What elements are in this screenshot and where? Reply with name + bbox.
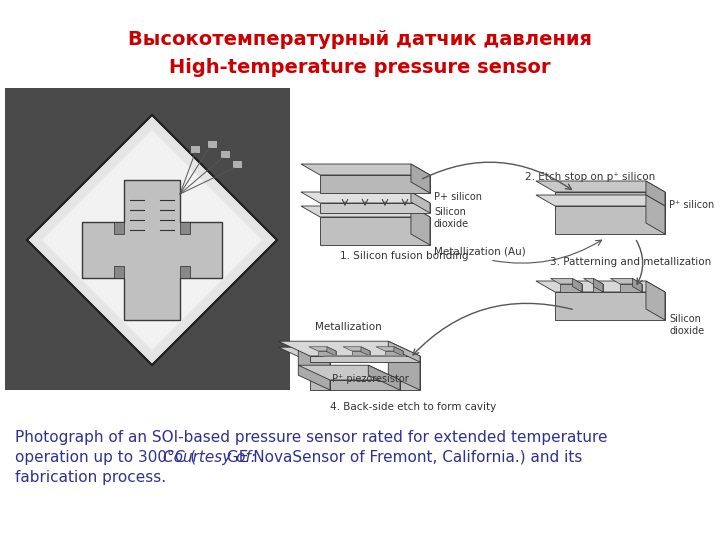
Polygon shape (310, 362, 330, 390)
Polygon shape (632, 279, 642, 292)
Polygon shape (352, 351, 370, 356)
Text: P+ silicon: P+ silicon (434, 192, 482, 202)
Text: 2. Etch stop on p⁺ silicon: 2. Etch stop on p⁺ silicon (525, 172, 655, 182)
Text: Photograph of an SOI-based pressure sensor rated for extended temperature: Photograph of an SOI-based pressure sens… (15, 430, 608, 445)
Polygon shape (536, 181, 665, 192)
Polygon shape (114, 222, 124, 234)
Text: Silicon
dioxide: Silicon dioxide (669, 314, 704, 336)
Polygon shape (232, 160, 242, 168)
Polygon shape (536, 195, 665, 206)
Polygon shape (180, 222, 190, 234)
Polygon shape (388, 341, 420, 362)
Text: 1. Silicon fusion bonding: 1. Silicon fusion bonding (340, 251, 469, 261)
Polygon shape (5, 88, 290, 390)
Polygon shape (298, 365, 400, 380)
Polygon shape (320, 217, 430, 245)
Polygon shape (190, 145, 200, 153)
Polygon shape (646, 181, 665, 210)
Polygon shape (411, 164, 430, 193)
Polygon shape (572, 279, 582, 292)
Polygon shape (394, 347, 403, 356)
Polygon shape (536, 281, 665, 292)
Polygon shape (646, 195, 665, 234)
Polygon shape (411, 192, 430, 213)
Polygon shape (620, 284, 642, 292)
Polygon shape (411, 206, 430, 245)
Polygon shape (555, 292, 665, 320)
Text: Metallization (Au): Metallization (Au) (434, 247, 526, 257)
Polygon shape (388, 347, 420, 390)
Text: Metallization: Metallization (315, 322, 382, 332)
Text: Высокотемпературный датчик давления: Высокотемпературный датчик давления (128, 30, 592, 49)
Polygon shape (555, 192, 665, 210)
Polygon shape (551, 279, 582, 284)
Polygon shape (82, 180, 222, 320)
Polygon shape (207, 140, 217, 148)
Text: operation up to 300°C (: operation up to 300°C ( (15, 450, 196, 465)
Text: GE NovaSensor of Fremont, California.) and its: GE NovaSensor of Fremont, California.) a… (222, 450, 582, 465)
Polygon shape (220, 150, 230, 158)
Polygon shape (320, 203, 430, 213)
Polygon shape (114, 266, 124, 278)
Polygon shape (400, 362, 420, 390)
Polygon shape (309, 347, 336, 351)
Polygon shape (301, 164, 430, 175)
Polygon shape (361, 347, 370, 356)
Polygon shape (320, 175, 430, 193)
Polygon shape (646, 281, 665, 320)
Polygon shape (278, 347, 330, 362)
Text: Silicon
dioxide: Silicon dioxide (434, 207, 469, 229)
Polygon shape (376, 347, 403, 351)
Polygon shape (298, 347, 330, 390)
Text: High-temperature pressure sensor: High-temperature pressure sensor (169, 58, 551, 77)
Polygon shape (301, 192, 430, 203)
Polygon shape (180, 266, 190, 278)
Polygon shape (560, 284, 582, 292)
Polygon shape (327, 347, 336, 356)
Text: P⁺ silicon: P⁺ silicon (669, 200, 714, 210)
Text: 3. Patterning and metallization: 3. Patterning and metallization (550, 257, 711, 267)
Polygon shape (318, 351, 336, 356)
Polygon shape (278, 341, 420, 356)
Polygon shape (593, 284, 603, 292)
Polygon shape (385, 351, 403, 356)
Polygon shape (301, 206, 430, 217)
Polygon shape (27, 115, 277, 365)
Polygon shape (611, 279, 642, 284)
Text: Courtesy of:: Courtesy of: (163, 450, 256, 465)
Polygon shape (330, 380, 400, 390)
Polygon shape (310, 356, 420, 362)
Polygon shape (368, 365, 400, 390)
Text: P⁺ piezoresistor: P⁺ piezoresistor (332, 374, 408, 384)
Text: fabrication process.: fabrication process. (15, 470, 166, 485)
Polygon shape (368, 347, 420, 362)
Polygon shape (42, 130, 262, 350)
Polygon shape (343, 347, 370, 351)
Polygon shape (555, 206, 665, 234)
Polygon shape (593, 279, 603, 292)
Text: 4. Back-side etch to form cavity: 4. Back-side etch to form cavity (330, 402, 496, 412)
Polygon shape (583, 279, 603, 284)
